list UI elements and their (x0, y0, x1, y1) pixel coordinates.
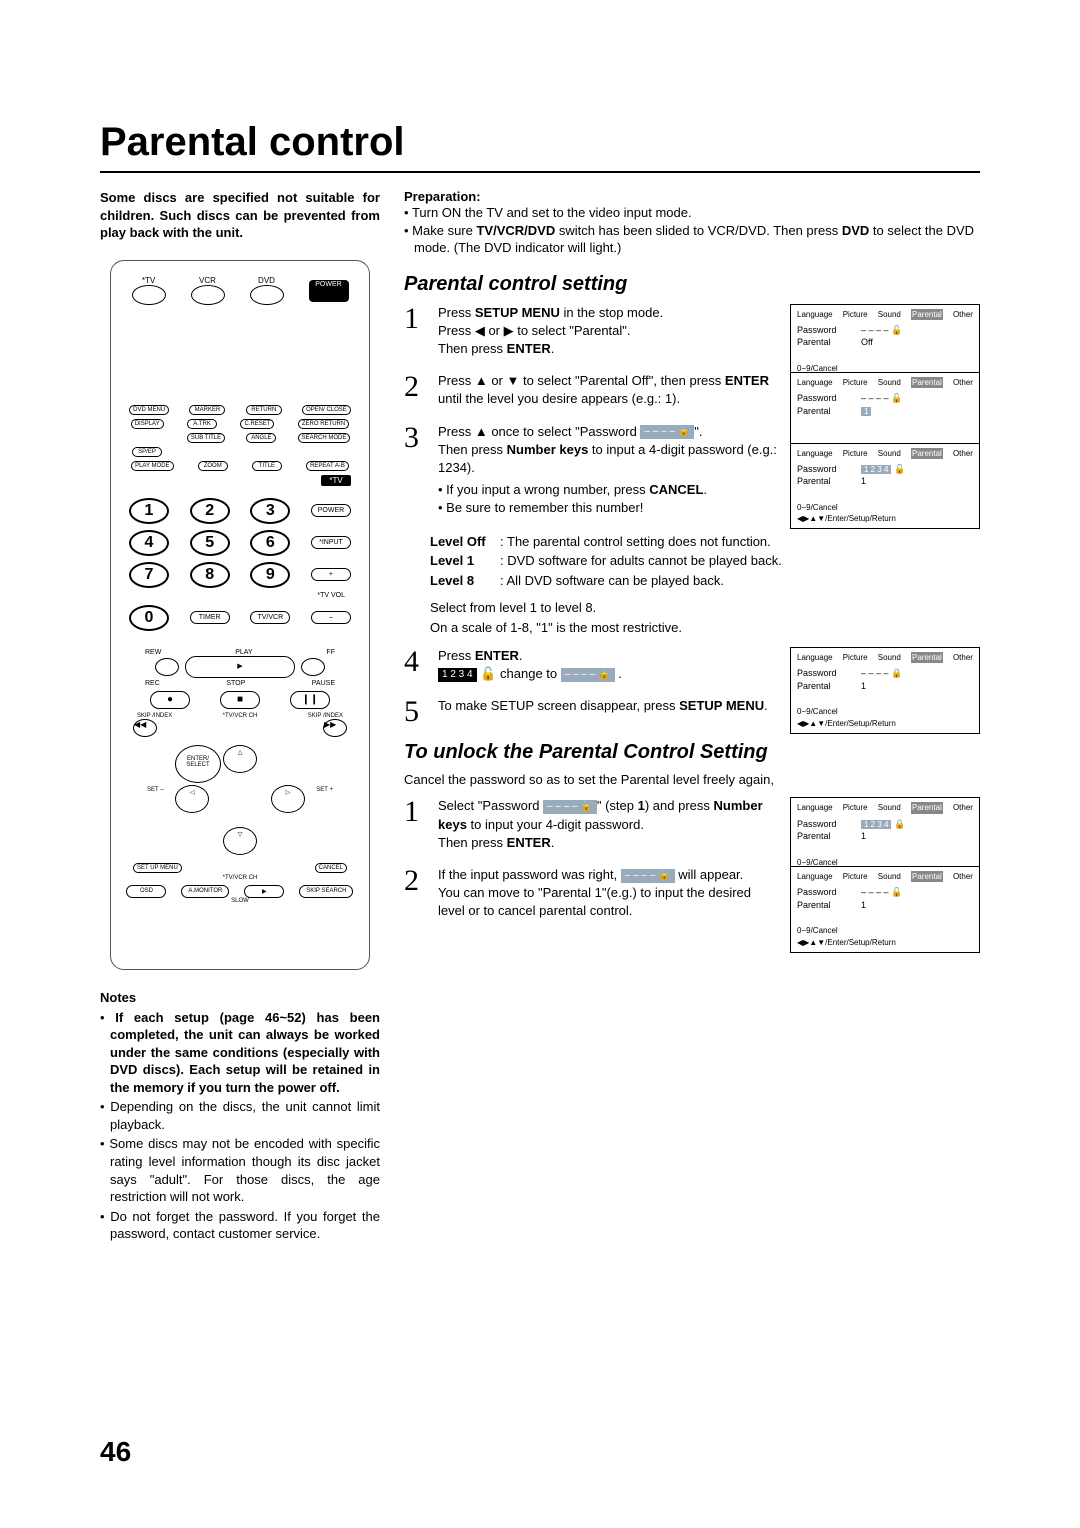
notes-item: Depending on the discs, the unit cannot … (100, 1098, 380, 1133)
keypad-3: 3 (250, 498, 290, 524)
keypad-1: 1 (129, 498, 169, 524)
osd-button: OSD (126, 885, 166, 898)
cancel-button: CANCEL (315, 863, 347, 873)
remote-return: RETURN (246, 405, 282, 415)
skip-next-icon: ▶▶ (323, 719, 347, 737)
nav-up: △ (223, 745, 257, 773)
remote-creset: C.RESET (240, 419, 274, 429)
remote-tv-badge: *TV (321, 475, 351, 486)
prep-header: Preparation: (404, 189, 980, 204)
step-number: 4 (404, 647, 430, 683)
keypad-5: 5 (190, 530, 230, 556)
skip-ch-label: *TV/VCR CH (223, 713, 258, 719)
step-number: 1 (404, 797, 430, 852)
nav-left: ◁ (175, 785, 209, 813)
keypad-tvvol: *TV VOL (129, 592, 345, 599)
keypad-7: 7 (129, 562, 169, 588)
remote-subtitle: SUB TITLE (187, 433, 225, 443)
transport-ff: FF (326, 649, 335, 656)
nav-enter: ENTER/ SELECT (175, 745, 221, 783)
remote-dvd-label: DVD (250, 276, 284, 285)
step-number: 5 (404, 697, 430, 727)
pause-button: ❙❙ (290, 691, 330, 709)
keypad-0: 0 (129, 605, 169, 631)
osd-panel-3: LanguagePictureSoundParentalOther Passwo… (790, 443, 980, 530)
section2-heading: To unlock the Parental Control Setting (404, 741, 980, 764)
remote-angle: ANGLE (246, 433, 276, 443)
skip-l-label: SKIP /INDEX (137, 713, 172, 719)
bottom-ch-label: *TV/VCR CH (119, 875, 361, 881)
remote-repeat: REPEAT A-B (306, 461, 349, 471)
preparation-section: Preparation: Turn ON the TV and set to t… (404, 189, 980, 257)
prep-item: Turn ON the TV and set to the video inpu… (404, 204, 980, 222)
step5-body: To make SETUP screen disappear, press SE… (438, 697, 980, 727)
set-plus: SET + (316, 787, 333, 793)
remote-openclose: OPEN/ CLOSE (302, 405, 351, 415)
remote-searchmode: SEARCH MODE (298, 433, 351, 443)
set-minus: SET – (147, 787, 164, 793)
nav-right: ▷ (271, 785, 305, 813)
notes-item: Do not forget the password. If you forge… (100, 1208, 380, 1243)
prep-item: Make sure TV/VCR/DVD switch has been sli… (404, 222, 980, 257)
transport-rew: REW (145, 649, 161, 656)
remote-spep: SP/EP (132, 447, 162, 457)
remote-zeroreturn: ZERO RETURN (298, 419, 349, 429)
notes-header: Notes (100, 990, 380, 1005)
transport-play: PLAY (235, 649, 252, 656)
transport-pause: PAUSE (312, 680, 335, 687)
keypad-2: 2 (190, 498, 230, 524)
remote-power-button: POWER (309, 280, 349, 302)
notes-item: If each setup (page 46~52) has been comp… (100, 1009, 380, 1097)
play-button: ▶ (185, 656, 295, 678)
transport-stop: STOP (226, 680, 245, 687)
remote-display: DISPLAY (131, 419, 164, 429)
section2-lead: Cancel the password so as to set the Par… (404, 772, 980, 787)
slow-label: SLOW (119, 898, 361, 904)
amonitor-button: A.MONITOR (181, 885, 229, 898)
keypad-minus: – (311, 611, 351, 624)
keypad-tvvcr: TV/VCR (250, 611, 290, 624)
remote-playmode: PLAY MODE (131, 461, 173, 471)
nav-down: ▽ (223, 827, 257, 855)
keypad-8: 8 (190, 562, 230, 588)
page-title: Parental control (100, 120, 980, 173)
keypad-side-plus: + (311, 568, 351, 581)
keypad-4: 4 (129, 530, 169, 556)
keypad-6: 6 (250, 530, 290, 556)
skipsearch-button: SKIP SEARCH (299, 885, 353, 898)
remote-diagram: *TV VCR DVD POWER DVD MENU MARKER RETURN… (110, 260, 370, 970)
section1-heading: Parental control setting (404, 273, 980, 296)
keypad-timer: TIMER (190, 611, 230, 624)
remote-dvdmenu: DVD MENU (129, 405, 169, 415)
remote-tv-label: *TV (132, 276, 166, 285)
intro-text: Some discs are specified not suitable fo… (100, 189, 380, 242)
setup-menu-button: SET UP MENU (133, 863, 182, 873)
skip-prev-icon: ◀◀ (133, 719, 157, 737)
rec-button: ● (150, 691, 190, 709)
slow-button: ▶ (244, 885, 284, 898)
skip-r-label: SKIP /INDEX (308, 713, 343, 719)
remote-zoom: ZOOM (198, 461, 228, 471)
keypad-side-power: POWER (311, 504, 351, 517)
step-number: 2 (404, 866, 430, 921)
notes-section: Notes If each setup (page 46~52) has bee… (100, 990, 380, 1243)
levels-table: Level OffThe parental control setting do… (430, 532, 980, 638)
remote-title: TITLE (252, 461, 282, 471)
step-number: 1 (404, 304, 430, 359)
remote-vcr-label: VCR (191, 276, 225, 285)
transport-rec: REC (145, 680, 160, 687)
remote-marker: MARKER (189, 405, 225, 415)
page-number: 46 (100, 1436, 131, 1468)
keypad-side-input: *INPUT (311, 536, 351, 549)
osd-panel-6: LanguagePictureSoundParentalOther Passwo… (790, 866, 980, 953)
notes-item: Some discs may not be encoded with speci… (100, 1135, 380, 1205)
remote-atrk: A.TRK (187, 419, 217, 429)
stop-button: ■ (220, 691, 260, 709)
step-number: 2 (404, 372, 430, 408)
step-number: 3 (404, 423, 430, 518)
keypad-9: 9 (250, 562, 290, 588)
